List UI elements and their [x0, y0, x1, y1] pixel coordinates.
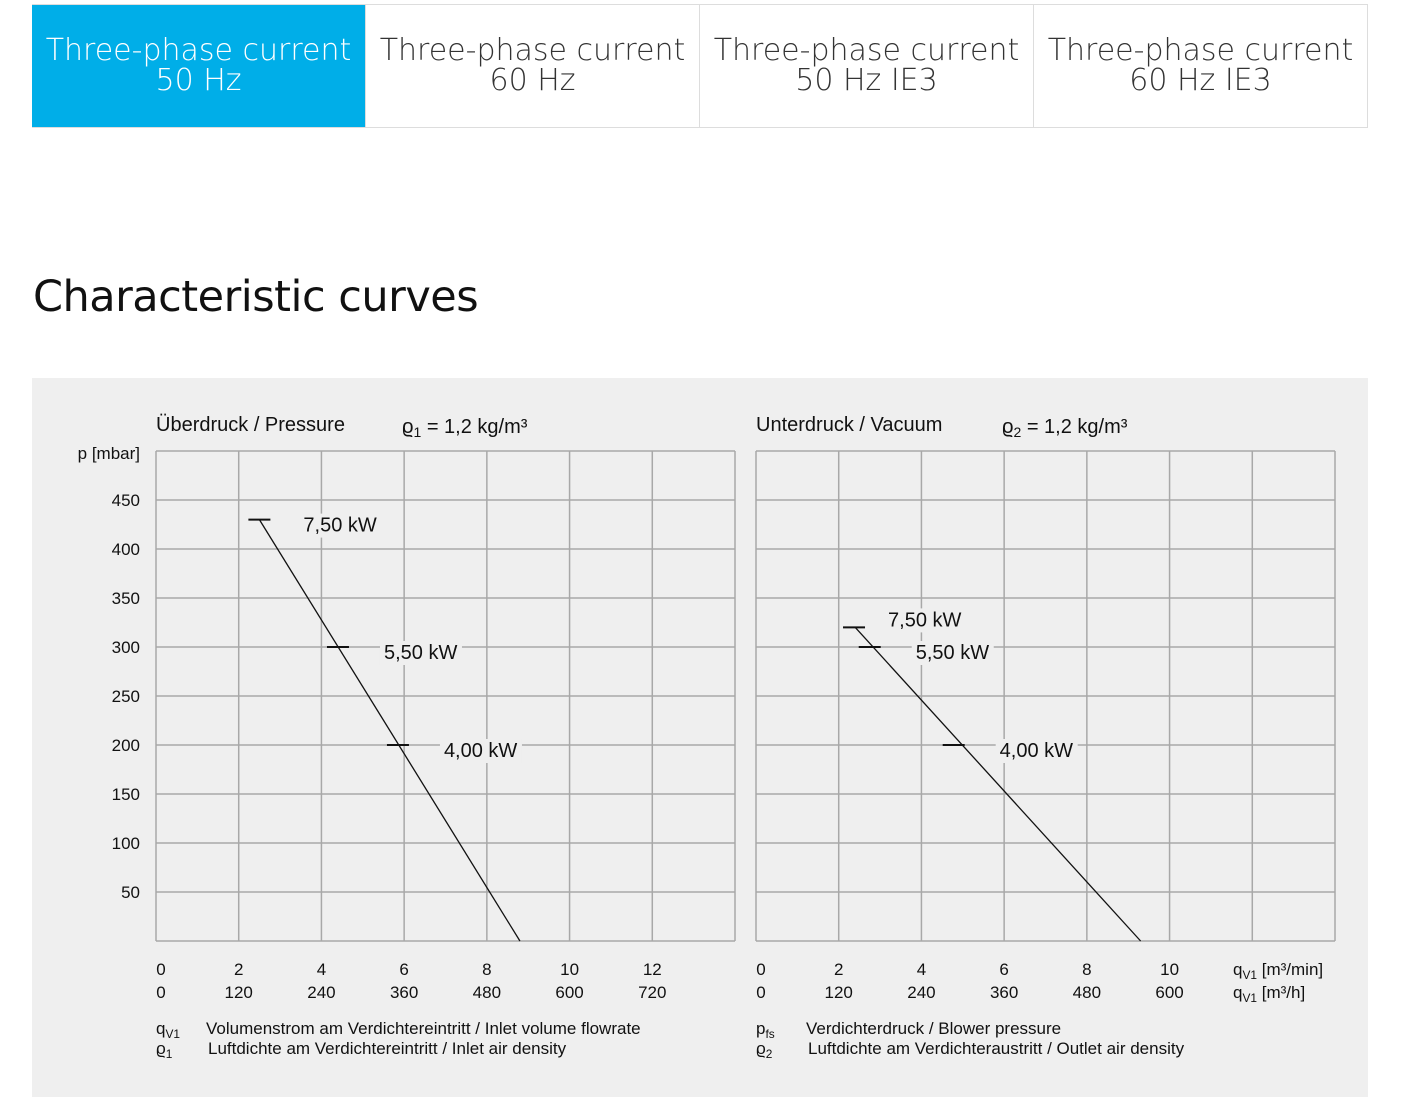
chart-title: Überdruck / Pressure: [156, 414, 345, 436]
x-tick-label-h: 480: [473, 983, 501, 1002]
x-axis-unit-label: qV1 [m³/h]: [1233, 983, 1305, 1005]
x-tick-label-min: 4: [317, 960, 326, 979]
tab-bar: Three-phase current 50 Hz Three-phase cur…: [32, 4, 1368, 128]
x-tick-label-min: 4: [917, 960, 926, 979]
legend-symbol: pfs: [756, 1019, 775, 1041]
legend-text: Volumenstrom am Verdichtereintritt / Inl…: [206, 1019, 641, 1038]
x-tick-label-min: 8: [482, 960, 491, 979]
legend-symbol: ϱ1: [156, 1039, 173, 1061]
density-label: ϱ2 = 1,2 kg/m³: [1002, 416, 1128, 440]
curve-line: [258, 519, 521, 942]
x-tick-label-min: 0: [756, 960, 765, 979]
legend-text: Luftdichte am Verdichtereintritt / Inlet…: [208, 1039, 567, 1058]
curve-line: [854, 626, 1142, 942]
label-background: [995, 739, 1078, 763]
label-background: [884, 608, 967, 633]
tab-label-line2: 50 Hz IE3: [795, 63, 938, 98]
characteristic-curves-chart: Überdruck / Pressure ϱ1 = 1,2 kg/m³ p [mba…: [78, 414, 1336, 1061]
power-label: 4,00 kW: [1000, 740, 1073, 762]
x-tick-label-min: 10: [1160, 960, 1179, 979]
x-tick-label-min: 6: [399, 960, 408, 979]
x-tick-label-h: 0: [756, 983, 765, 1002]
tab-label-line1: Three-phase current: [379, 33, 686, 68]
label-background: [911, 641, 994, 665]
y-tick-label: 150: [112, 785, 140, 804]
y-tick-label: 200: [112, 736, 140, 755]
legend-text: Luftdichte am Verdichteraustritt / Outle…: [808, 1039, 1185, 1058]
x-tick-label-h: 600: [1155, 983, 1183, 1002]
legend-symbol: qV1: [156, 1019, 180, 1041]
x-tick-label-h: 240: [907, 983, 935, 1002]
x-tick-label-h: 0: [156, 983, 165, 1002]
y-tick-label: 50: [121, 883, 140, 902]
x-tick-label-h: 360: [390, 983, 418, 1002]
chart-panel: Überdruck / Pressure ϱ1 = 1,2 kg/m³ p [mba…: [32, 378, 1368, 1097]
power-label: 4,00 kW: [444, 740, 517, 762]
tab-50hz-ie3[interactable]: Three-phase current 50 Hz IE3: [699, 5, 1033, 127]
tab-label-line2: 60 Hz IE3: [1129, 63, 1272, 98]
x-tick-label-min: 2: [834, 960, 843, 979]
tab-60hz[interactable]: Three-phase current 60 Hz: [365, 5, 699, 127]
x-tick-label-min: 8: [1082, 960, 1091, 979]
y-axis-label: p [mbar]: [78, 444, 140, 463]
power-label: 7,50 kW: [888, 609, 961, 631]
x-tick-label-h: 240: [307, 983, 335, 1002]
tab-60hz-ie3[interactable]: Three-phase current 60 Hz IE3: [1033, 5, 1367, 127]
x-tick-label-h: 720: [638, 983, 666, 1002]
legend-text: Verdichterdruck / Blower pressure: [806, 1019, 1061, 1038]
x-tick-label-h: 360: [990, 983, 1018, 1002]
x-tick-label-min: 6: [999, 960, 1008, 979]
label-background: [439, 739, 522, 763]
tab-label-line2: 50 Hz: [155, 63, 242, 98]
x-tick-label-min: 12: [643, 960, 662, 979]
y-tick-label: 350: [112, 589, 140, 608]
x-tick-label-h: 600: [555, 983, 583, 1002]
y-tick-label: 400: [112, 540, 140, 559]
power-label: 7,50 kW: [303, 515, 376, 537]
x-tick-label-h: 480: [1073, 983, 1101, 1002]
tab-label-line1: Three-phase current: [713, 33, 1020, 68]
x-tick-label-min: 0: [156, 960, 165, 979]
y-tick-label: 100: [112, 834, 140, 853]
page-title: Characteristic curves: [33, 272, 479, 322]
x-tick-label-min: 2: [234, 960, 243, 979]
y-tick-label: 250: [112, 687, 140, 706]
x-tick-label-h: 120: [225, 983, 253, 1002]
tab-label-line1: Three-phase current: [1047, 33, 1354, 68]
y-tick-label: 450: [112, 491, 140, 510]
x-tick-label-h: 120: [825, 983, 853, 1002]
tab-50hz[interactable]: Three-phase current 50 Hz: [32, 5, 365, 127]
label-background: [299, 513, 382, 538]
chart-title: Unterdruck / Vacuum: [756, 414, 942, 436]
tab-label-line1: Three-phase current: [45, 33, 352, 68]
tab-label-line2: 60 Hz: [489, 63, 576, 98]
density-label: ϱ1 = 1,2 kg/m³: [402, 416, 528, 440]
power-label: 5,50 kW: [384, 642, 457, 664]
x-tick-label-min: 10: [560, 960, 579, 979]
x-axis-unit-label: qV1 [m³/min]: [1233, 960, 1323, 982]
label-background: [379, 641, 462, 665]
legend-symbol: ϱ2: [756, 1039, 773, 1061]
y-tick-label: 300: [112, 638, 140, 657]
power-label: 5,50 kW: [916, 642, 989, 664]
